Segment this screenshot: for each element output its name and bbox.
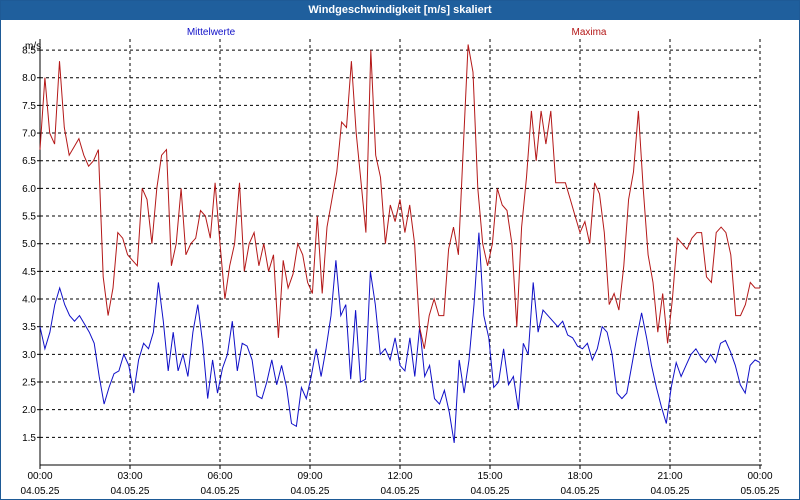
y-tick-label: 5.5 bbox=[22, 212, 36, 223]
x-tick-time: 21:00 bbox=[657, 471, 682, 482]
y-tick-label: 6.0 bbox=[22, 184, 36, 195]
y-tick-label: 3.0 bbox=[22, 350, 36, 361]
y-tick-label: 3.5 bbox=[22, 322, 36, 333]
line-chart: 1.5 2.0 2.5 3.0 3.5 4.0 4.5 5.0 5.5 6.0 6.5 7.0 7.5 8… bbox=[21, 27, 780, 497]
series-line-mittelwerte bbox=[39, 232, 761, 443]
x-tick-date: 04.05.25 bbox=[561, 486, 600, 497]
y-tick-labels: 1.5 2.0 2.5 3.0 3.5 4.0 4.5 5.0 5.5 6.0 6.5 7.0 7.5 8… bbox=[22, 46, 40, 444]
y-tick-label: 2.5 bbox=[22, 378, 36, 389]
y-tick-label: 6.5 bbox=[22, 156, 36, 167]
x-tick-date: 04.05.25 bbox=[381, 486, 420, 497]
x-tick-date: 04.05.25 bbox=[651, 486, 690, 497]
legend-mittelwerte: Mittelwerte bbox=[187, 27, 236, 38]
y-tick-label: 7.5 bbox=[22, 101, 36, 112]
x-tick-time: 06:00 bbox=[207, 471, 232, 482]
y-tick-label: 8.5 bbox=[22, 46, 36, 57]
x-tick-date: 04.05.25 bbox=[201, 486, 240, 497]
x-tick-time: 15:00 bbox=[477, 471, 502, 482]
x-tick-time: 00:00 bbox=[747, 471, 772, 482]
legend-maxima: Maxima bbox=[571, 27, 606, 38]
y-tick-label: 1.5 bbox=[22, 433, 36, 444]
x-tick-labels: 00:00 04.05.25 03:00 04.05.25 06:00 04.05.25 0… bbox=[21, 465, 780, 497]
x-tick-time: 00:00 bbox=[27, 471, 52, 482]
x-tick-date: 05.05.25 bbox=[741, 486, 780, 497]
x-tick-time: 09:00 bbox=[297, 471, 322, 482]
x-tick-date: 04.05.25 bbox=[21, 486, 60, 497]
y-tick-label: 2.0 bbox=[22, 405, 36, 416]
x-tick-time: 03:00 bbox=[117, 471, 142, 482]
x-tick-time: 18:00 bbox=[567, 471, 592, 482]
x-tick-date: 04.05.25 bbox=[471, 486, 510, 497]
gridlines bbox=[40, 39, 761, 465]
x-tick-time: 12:00 bbox=[387, 471, 412, 482]
y-tick-label: 4.0 bbox=[22, 295, 36, 306]
y-tick-label: 5.0 bbox=[22, 239, 36, 250]
y-tick-label: 4.5 bbox=[22, 267, 36, 278]
window-title: Windgeschwindigkeit [m/s] skaliert bbox=[1, 1, 799, 20]
y-tick-label: 7.0 bbox=[22, 129, 36, 140]
y-tick-label: 8.0 bbox=[22, 73, 36, 84]
series-lines bbox=[39, 44, 761, 443]
x-tick-date: 04.05.25 bbox=[291, 486, 330, 497]
series-line-maxima bbox=[39, 44, 760, 349]
x-tick-date: 04.05.25 bbox=[111, 486, 150, 497]
y-axis-unit-label: m/s bbox=[25, 41, 41, 52]
